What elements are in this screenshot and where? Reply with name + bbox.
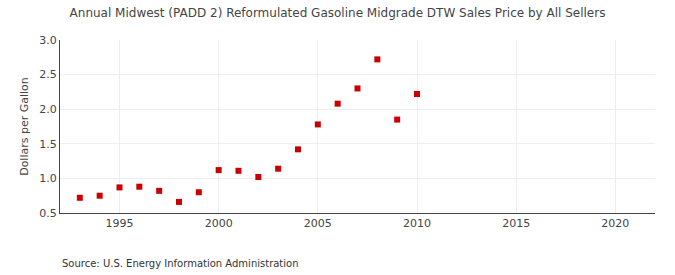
- svg-text:3.0: 3.0: [39, 34, 57, 47]
- svg-text:Source: U.S. Energy Informatio: Source: U.S. Energy Information Administ…: [62, 258, 299, 269]
- svg-text:0.5: 0.5: [39, 207, 57, 220]
- svg-text:2000: 2000: [205, 217, 233, 230]
- svg-text:2.0: 2.0: [39, 103, 57, 116]
- svg-text:2.5: 2.5: [39, 68, 57, 81]
- svg-text:1995: 1995: [106, 217, 134, 230]
- svg-text:Dollars per Gallon: Dollars per Gallon: [18, 77, 31, 176]
- svg-text:2010: 2010: [403, 217, 431, 230]
- svg-text:1.0: 1.0: [39, 172, 57, 185]
- svg-text:2020: 2020: [601, 217, 629, 230]
- svg-text:1.5: 1.5: [39, 138, 57, 151]
- svg-text:Annual Midwest (PADD 2) Reform: Annual Midwest (PADD 2) Reformulated Gas…: [70, 6, 606, 20]
- svg-text:2005: 2005: [304, 217, 332, 230]
- svg-text:2015: 2015: [502, 217, 530, 230]
